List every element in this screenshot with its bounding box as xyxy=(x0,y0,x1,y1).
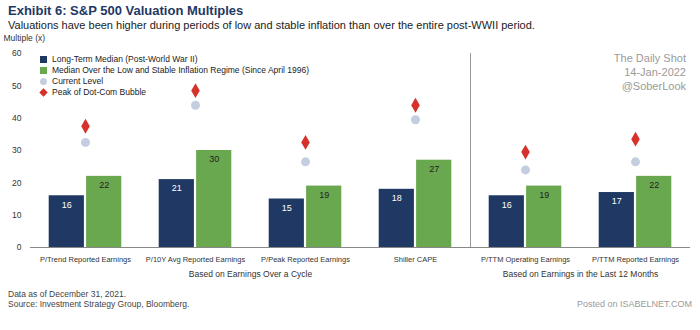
svg-text:P/TTM Reported Earnings: P/TTM Reported Earnings xyxy=(592,255,679,264)
svg-text:22: 22 xyxy=(99,180,109,190)
svg-text:18: 18 xyxy=(392,193,402,203)
html-text:14-Jan-2022: 14-Jan-2022 xyxy=(624,66,686,78)
html-text:Median Over the Low and Stable: Median Over the Low and Stable Inflation… xyxy=(52,65,309,75)
svg-text:60: 60 xyxy=(12,48,22,58)
svg-text:21: 21 xyxy=(172,183,182,193)
svg-text:P/Trend Reported Earnings: P/Trend Reported Earnings xyxy=(40,255,131,264)
svg-text:P/Peak Reported Earnings: P/Peak Reported Earnings xyxy=(261,255,350,264)
svg-text:50: 50 xyxy=(12,81,22,91)
svg-text:19: 19 xyxy=(319,190,329,200)
svg-text:22: 22 xyxy=(649,180,659,190)
svg-text:0: 0 xyxy=(17,242,22,252)
svg-text:27: 27 xyxy=(429,164,439,174)
html-text:Peak of Dot-Com Bubble: Peak of Dot-Com Bubble xyxy=(52,87,146,97)
svg-text:Based on Earnings Over a Cycle: Based on Earnings Over a Cycle xyxy=(189,269,313,279)
svg-text:16: 16 xyxy=(502,200,512,210)
html-text:Posted on ISABELNET.COM: Posted on ISABELNET.COM xyxy=(576,299,692,309)
svg-text:Shiller CAPE: Shiller CAPE xyxy=(394,255,437,264)
svg-text:17: 17 xyxy=(612,196,622,206)
html-text:The Daily Shot: The Daily Shot xyxy=(613,52,686,64)
svg-text:40: 40 xyxy=(12,113,22,123)
html-text:Data as of December 31, 2021.: Data as of December 31, 2021. xyxy=(8,289,127,299)
svg-text:10: 10 xyxy=(12,210,22,220)
svg-text:Multiple (x): Multiple (x) xyxy=(4,33,46,43)
html-text:Source: Investment Strategy Gr: Source: Investment Strategy Group, Bloom… xyxy=(8,299,190,309)
svg-text:15: 15 xyxy=(282,203,292,213)
html-text:Current Level: Current Level xyxy=(52,76,103,86)
svg-text:30: 30 xyxy=(12,145,22,155)
html-text:Valuations have been higher du: Valuations have been higher during perio… xyxy=(8,19,535,31)
svg-text:20: 20 xyxy=(12,178,22,188)
svg-text:P/TTM Operating Earnings: P/TTM Operating Earnings xyxy=(481,255,570,264)
html-text:@SoberLook: @SoberLook xyxy=(621,80,686,92)
html-text:Long-Term Median (Post-World W: Long-Term Median (Post-World War II) xyxy=(52,54,198,64)
svg-text:19: 19 xyxy=(539,190,549,200)
svg-text:30: 30 xyxy=(209,154,219,164)
svg-text:Based on Earnings in the Last: Based on Earnings in the Last 12 Months xyxy=(503,269,658,279)
html-text:Exhibit 6: S&P 500 Valuation M: Exhibit 6: S&P 500 Valuation Multiples xyxy=(8,3,244,18)
svg-text:P/10Y Avg Reported Earnings: P/10Y Avg Reported Earnings xyxy=(146,255,246,264)
svg-text:16: 16 xyxy=(62,200,72,210)
